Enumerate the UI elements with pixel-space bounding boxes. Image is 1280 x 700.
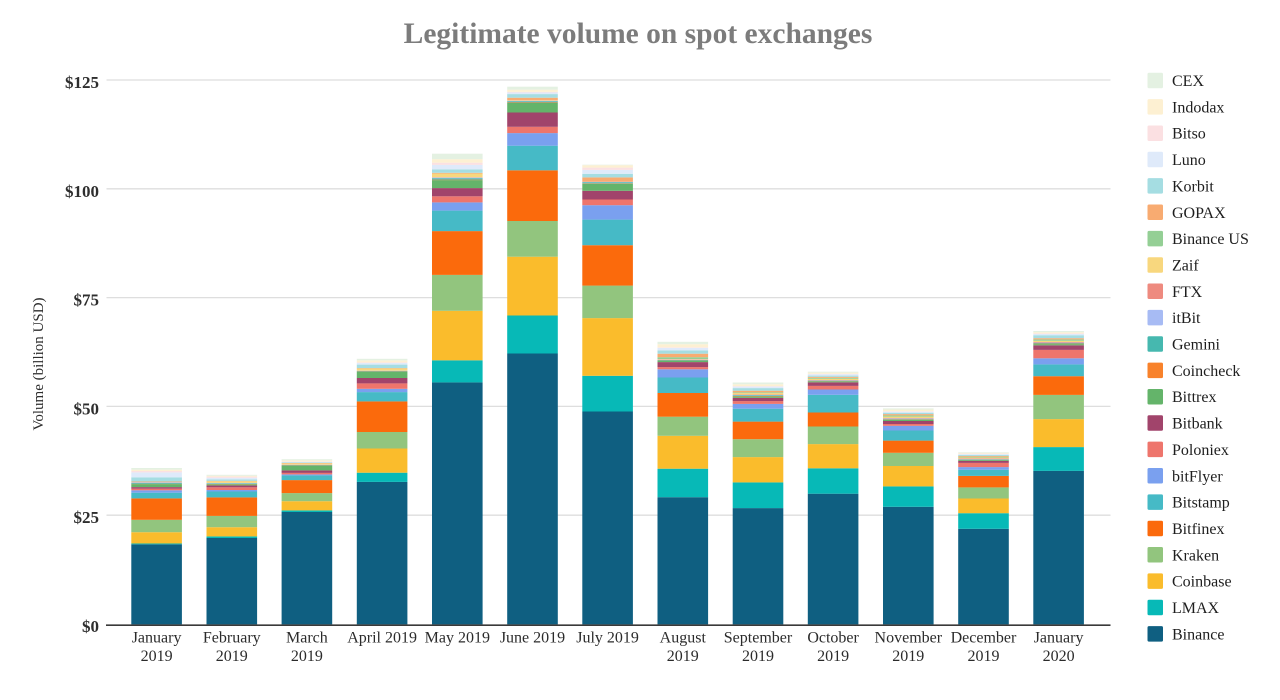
svg-text:Bitfinex: Bitfinex bbox=[1172, 521, 1224, 538]
svg-text:Coincheck: Coincheck bbox=[1172, 363, 1240, 380]
svg-text:$125: $125 bbox=[65, 73, 99, 92]
svg-text:April 2019: April 2019 bbox=[347, 630, 417, 647]
svg-text:Poloniex: Poloniex bbox=[1172, 442, 1229, 459]
svg-text:2019: 2019 bbox=[817, 648, 849, 665]
svg-text:January: January bbox=[132, 630, 182, 647]
svg-text:Zaif: Zaif bbox=[1172, 257, 1199, 274]
svg-text:FTX: FTX bbox=[1172, 284, 1203, 301]
svg-text:Binance US: Binance US bbox=[1172, 231, 1249, 248]
svg-text:LMAX: LMAX bbox=[1172, 600, 1220, 617]
svg-text:May 2019: May 2019 bbox=[425, 630, 490, 647]
svg-text:June 2019: June 2019 bbox=[500, 630, 565, 647]
svg-text:Gemini: Gemini bbox=[1172, 337, 1221, 354]
svg-text:December: December bbox=[951, 630, 1017, 647]
svg-text:Luno: Luno bbox=[1172, 152, 1206, 169]
svg-text:2019: 2019 bbox=[291, 648, 323, 665]
svg-text:July 2019: July 2019 bbox=[576, 630, 639, 647]
svg-text:$75: $75 bbox=[74, 291, 100, 310]
svg-text:Binance: Binance bbox=[1172, 626, 1224, 643]
svg-text:September: September bbox=[724, 630, 793, 647]
svg-text:Bitstamp: Bitstamp bbox=[1172, 495, 1230, 512]
svg-text:$25: $25 bbox=[74, 508, 100, 527]
svg-text:2019: 2019 bbox=[742, 648, 774, 665]
svg-text:2019: 2019 bbox=[968, 648, 1000, 665]
svg-text:$50: $50 bbox=[74, 399, 100, 418]
svg-text:2019: 2019 bbox=[892, 648, 924, 665]
svg-text:Coinbase: Coinbase bbox=[1172, 574, 1232, 591]
svg-text:2019: 2019 bbox=[216, 648, 248, 665]
svg-text:$100: $100 bbox=[65, 182, 99, 201]
svg-text:Bittrex: Bittrex bbox=[1172, 389, 1216, 406]
svg-text:November: November bbox=[875, 630, 943, 647]
svg-text:CEX: CEX bbox=[1172, 73, 1204, 90]
svg-text:2020: 2020 bbox=[1043, 648, 1075, 665]
svg-text:Bitbank: Bitbank bbox=[1172, 416, 1223, 433]
svg-text:bitFlyer: bitFlyer bbox=[1172, 468, 1223, 485]
svg-text:March: March bbox=[286, 630, 328, 647]
svg-text:Legitimate volume on spot exch: Legitimate volume on spot exchanges bbox=[404, 18, 873, 50]
svg-text:2019: 2019 bbox=[667, 648, 699, 665]
svg-text:January: January bbox=[1034, 630, 1084, 647]
svg-text:GOPAX: GOPAX bbox=[1172, 205, 1226, 222]
svg-text:Kraken: Kraken bbox=[1172, 547, 1219, 564]
svg-text:itBit: itBit bbox=[1172, 310, 1201, 327]
svg-text:Indodax: Indodax bbox=[1172, 99, 1224, 116]
svg-text:February: February bbox=[203, 630, 261, 647]
svg-text:October: October bbox=[807, 630, 859, 647]
svg-text:Bitso: Bitso bbox=[1172, 126, 1206, 143]
svg-text:$0: $0 bbox=[82, 617, 99, 636]
svg-text:August: August bbox=[660, 630, 707, 647]
svg-text:2019: 2019 bbox=[141, 648, 173, 665]
svg-text:Korbit: Korbit bbox=[1172, 178, 1214, 195]
svg-text:Volume (billion USD): Volume (billion USD) bbox=[31, 297, 47, 430]
